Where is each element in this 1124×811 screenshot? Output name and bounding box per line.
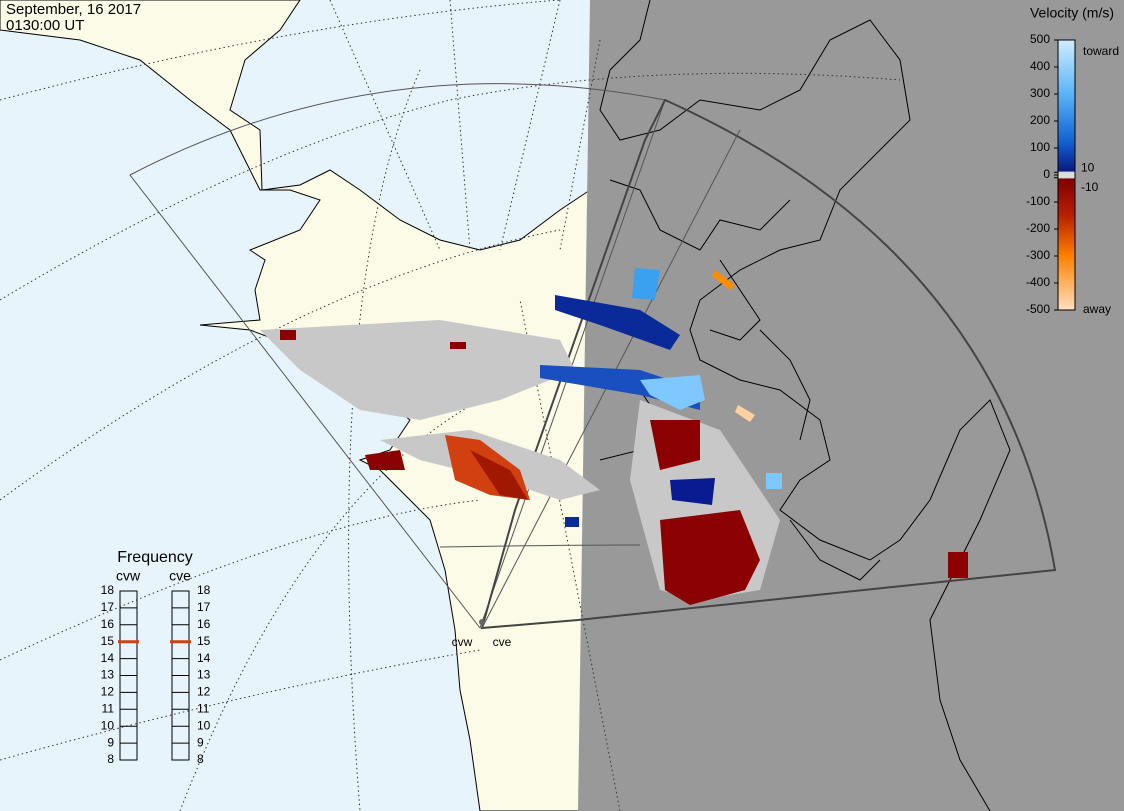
frequency-title: Frequency xyxy=(117,549,193,566)
frequency-label: 14 xyxy=(197,651,211,665)
radar-scatter xyxy=(260,268,968,605)
frequency-label: 13 xyxy=(101,668,115,682)
colorbar-toward: toward xyxy=(1083,44,1119,58)
time: 0130:00 UT xyxy=(6,17,84,34)
date: September, 16 2017 xyxy=(6,1,141,18)
colorbar-label: 500 xyxy=(1030,32,1050,46)
site-marker xyxy=(479,619,485,625)
frequency-label: 8 xyxy=(107,752,114,766)
frequency-label: 17 xyxy=(101,600,115,614)
frequency-panel: cvw18171615141312111098cve18171615141312… xyxy=(101,568,211,766)
radar-name: cve xyxy=(169,568,191,584)
graticule xyxy=(0,0,901,811)
colorbar-label: 0 xyxy=(1043,167,1050,181)
frequency-label: 11 xyxy=(197,701,210,715)
fov-cvw xyxy=(129,83,666,629)
colorbar: 500400300200100100-10-100-200-300-400-50… xyxy=(1026,32,1119,316)
frequency-label: 12 xyxy=(101,685,115,699)
frequency-label: 8 xyxy=(197,752,204,766)
colorbar-title: Velocity (m/s) xyxy=(1030,5,1114,21)
frequency-label: 17 xyxy=(197,600,211,614)
colorbar-label: -400 xyxy=(1026,275,1050,289)
fov-cve xyxy=(480,98,1057,630)
colorbar-label: -300 xyxy=(1026,248,1050,262)
frequency-label: 15 xyxy=(101,634,115,648)
frequency-label: 12 xyxy=(197,685,211,699)
night-region xyxy=(578,0,1124,811)
frequency-label: 16 xyxy=(101,617,115,631)
colorbar-gradient xyxy=(1057,39,1076,311)
colorbar-label: -200 xyxy=(1026,221,1050,235)
colorbar-away: away xyxy=(1083,302,1111,316)
site-label: cvw xyxy=(452,635,473,649)
fov-cvw-near xyxy=(439,544,641,548)
frequency-label: 15 xyxy=(197,634,211,648)
frequency-label: 14 xyxy=(101,651,115,665)
colorbar-label: -500 xyxy=(1026,302,1050,316)
colorbar-label: -10 xyxy=(1081,180,1099,194)
colorbar-label: 100 xyxy=(1030,140,1050,154)
colorbar-label: 10 xyxy=(1081,160,1095,174)
colorbar-label: 300 xyxy=(1030,86,1050,100)
frequency-label: 10 xyxy=(197,718,211,732)
frequency-label: 16 xyxy=(197,617,211,631)
coastline xyxy=(599,0,1011,811)
frequency-label: 11 xyxy=(102,701,115,715)
frequency-label: 9 xyxy=(107,735,114,749)
colorbar-label: 200 xyxy=(1030,113,1050,127)
frequency-label: 18 xyxy=(197,583,211,597)
frequency-label: 10 xyxy=(101,718,115,732)
radar-name: cvw xyxy=(116,568,141,584)
colorbar-label: -100 xyxy=(1026,194,1050,208)
coastline xyxy=(599,179,881,581)
site-label: cve xyxy=(493,635,512,649)
frequency-label: 9 xyxy=(197,735,204,749)
colorbar-label: 400 xyxy=(1030,59,1050,73)
frequency-label: 13 xyxy=(197,668,211,682)
frequency-label: 18 xyxy=(101,583,115,597)
